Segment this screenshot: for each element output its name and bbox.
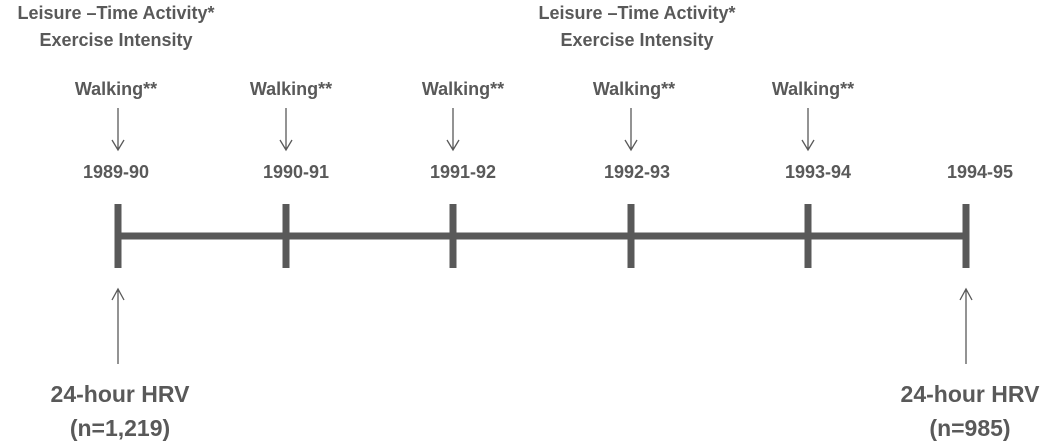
annotation-line: Exercise Intensity bbox=[560, 30, 713, 50]
year-label: 1990-91 bbox=[263, 162, 329, 182]
walking-label: Walking** bbox=[250, 79, 332, 99]
year-label: 1991-92 bbox=[430, 162, 496, 182]
annotation-line: Exercise Intensity bbox=[39, 30, 192, 50]
timeline bbox=[114, 204, 970, 268]
measurement-n: (n=1,219) bbox=[70, 415, 170, 441]
annotation-line: Leisure –Time Activity* bbox=[538, 3, 735, 23]
walking-label: Walking** bbox=[422, 79, 504, 99]
year-label: 1992-93 bbox=[604, 162, 670, 182]
year-label: 1993-94 bbox=[785, 162, 851, 182]
year-label: 1989-90 bbox=[83, 162, 149, 182]
walking-label: Walking** bbox=[75, 79, 157, 99]
measurement-label: 24-hour HRV bbox=[901, 381, 1041, 407]
up-arrows bbox=[111, 287, 973, 364]
annotation-line: Leisure –Time Activity* bbox=[17, 3, 214, 23]
measurement-label: 24-hour HRV bbox=[51, 381, 191, 407]
measurement-n: (n=985) bbox=[929, 415, 1010, 441]
down-arrows bbox=[111, 108, 815, 152]
walking-label: Walking** bbox=[772, 79, 854, 99]
walking-label: Walking** bbox=[593, 79, 675, 99]
year-label: 1994-95 bbox=[947, 162, 1013, 182]
